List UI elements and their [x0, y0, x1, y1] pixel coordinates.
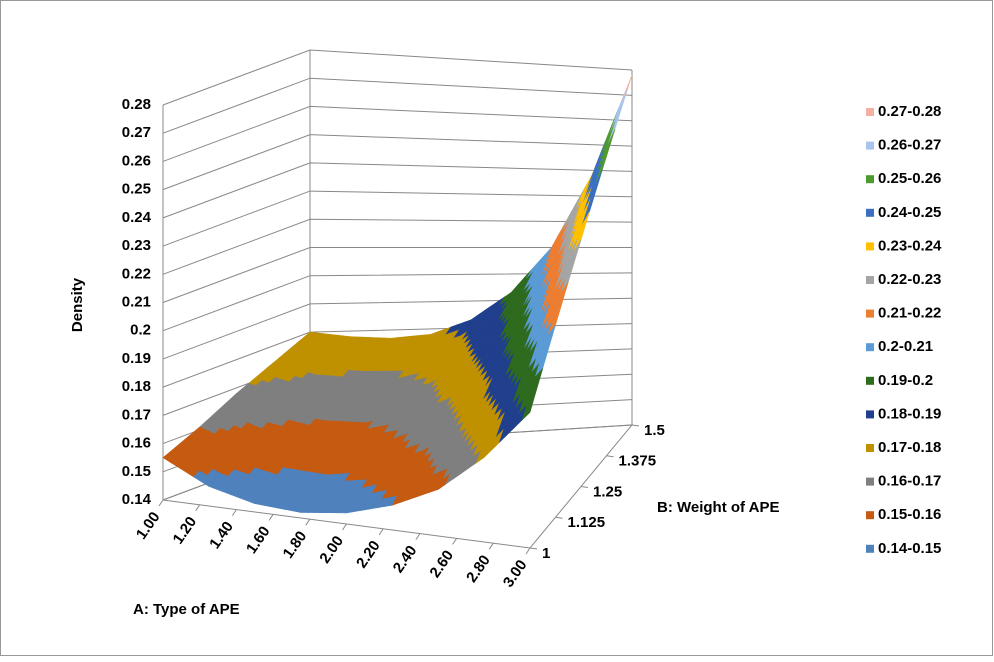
z-tick-label: 0.19	[122, 350, 151, 367]
legend-swatch	[866, 544, 874, 553]
y-tick-label: 1.125	[568, 514, 606, 531]
x-tick	[231, 509, 237, 516]
legend-swatch	[866, 276, 874, 284]
x-tick	[158, 499, 164, 507]
x-axis-title: A: Type of APE	[133, 601, 240, 618]
y-tick-label: 1.375	[619, 453, 657, 470]
y-tick-label: 1	[542, 545, 550, 562]
x-tick	[525, 547, 531, 555]
legend-swatch	[866, 309, 874, 318]
z-tick-label: 0.24	[122, 209, 152, 226]
z-axis-title: Density	[69, 277, 86, 332]
legend-swatch	[866, 376, 874, 385]
y-tick	[606, 455, 614, 458]
z-tick-label: 0.18	[122, 378, 151, 395]
legend-swatch	[866, 208, 874, 217]
legend-label: 0.2-0.21	[878, 338, 933, 355]
z-tick-label: 0.26	[122, 152, 151, 169]
x-tick	[195, 504, 201, 512]
z-tick-label: 0.2	[130, 322, 151, 339]
z-tick-label: 0.28	[122, 96, 151, 113]
legend-label: 0.24-0.25	[878, 204, 941, 221]
legend-swatch	[866, 511, 874, 520]
y-tick-label: 1.25	[593, 483, 622, 500]
legend-swatch	[866, 175, 874, 184]
legend-swatch	[866, 141, 874, 150]
x-tick	[488, 542, 494, 550]
legend-swatch	[866, 343, 874, 352]
legend-label: 0.27-0.28	[878, 103, 941, 120]
legend-label: 0.17-0.18	[878, 439, 941, 456]
y-tick-label: 1.5	[644, 422, 665, 439]
legend-label: 0.25-0.26	[878, 170, 941, 187]
legend-label: 0.14-0.15	[878, 540, 941, 557]
legend-label: 0.26-0.27	[878, 137, 941, 154]
z-tick-label: 0.15	[122, 463, 151, 480]
legend-label: 0.15-0.16	[878, 506, 941, 523]
z-tick-label: 0.27	[122, 124, 151, 141]
y-tick	[529, 547, 538, 550]
legend-label: 0.22-0.23	[878, 271, 941, 288]
y-axis-title: B: Weight of APE	[657, 499, 780, 516]
x-tick	[342, 523, 347, 531]
z-tick-label: 0.21	[122, 293, 151, 310]
legend-label: 0.16-0.17	[878, 473, 941, 490]
legend-label: 0.23-0.24	[878, 237, 942, 254]
z-tick-label: 0.14	[122, 491, 152, 508]
legend-swatch	[866, 108, 874, 116]
legend-swatch	[866, 242, 874, 251]
x-tick	[305, 518, 311, 526]
legend-swatch	[866, 477, 874, 486]
z-tick-label: 0.22	[122, 265, 151, 282]
legend-swatch	[866, 444, 874, 452]
z-tick-label: 0.23	[122, 237, 151, 254]
y-tick	[631, 424, 640, 427]
surface-patch	[522, 397, 535, 420]
z-tick-label: 0.17	[122, 406, 151, 423]
legend-label: 0.18-0.19	[878, 405, 941, 422]
x-tick	[378, 528, 384, 536]
y-tick	[580, 486, 589, 488]
x-tick	[452, 538, 458, 545]
y-tick	[555, 516, 563, 519]
legend-label: 0.19-0.2	[878, 372, 933, 389]
x-tick	[415, 533, 421, 540]
x-tick	[268, 514, 274, 521]
legend-swatch	[866, 410, 874, 419]
z-tick-label: 0.16	[122, 435, 151, 452]
legend-label: 0.21-0.22	[878, 305, 941, 322]
z-tick-label: 0.25	[122, 181, 151, 198]
